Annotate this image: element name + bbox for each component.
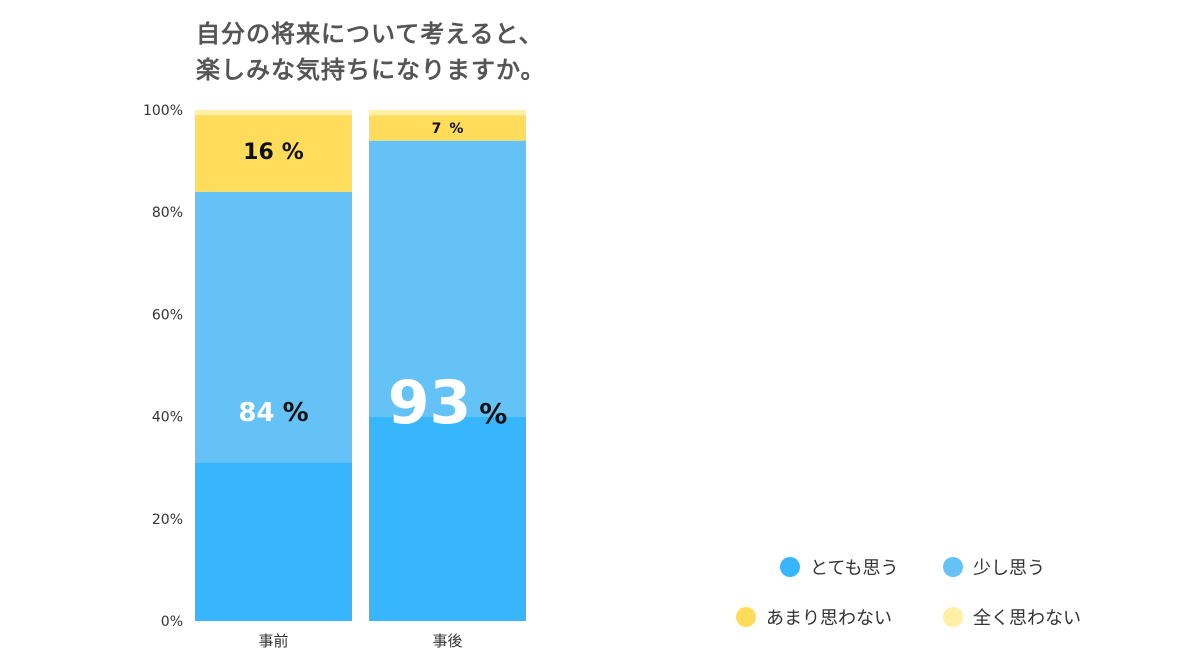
bar-segment	[369, 115, 526, 141]
chart-title-line1: 自分の将来について考えると、	[196, 20, 544, 48]
data-label-unit: %	[449, 121, 463, 137]
data-label-unit: %	[283, 398, 309, 428]
legend-swatch	[780, 557, 800, 577]
legend-item-not-much: あまり思わない	[736, 604, 892, 630]
chart-title: 自分の将来について考えると、 楽しみな気持ちになりますか。	[196, 16, 546, 88]
data-label-unit: %	[479, 397, 507, 430]
data-label-number: 7	[432, 121, 442, 137]
y-tick-label: 0%	[161, 614, 183, 630]
legend-label: とても思う	[810, 558, 899, 579]
y-tick-label: 60%	[152, 307, 183, 323]
legend-swatch	[736, 607, 756, 627]
data-label-number: 16	[243, 140, 274, 165]
legend-label: 少し思う	[973, 558, 1045, 579]
legend-item-not-at-all: 全く思わない	[943, 604, 1081, 630]
bar-segment	[195, 462, 352, 621]
chart-title-line2: 楽しみな気持ちになりますか。	[196, 56, 546, 84]
data-label: 93%	[388, 368, 508, 438]
legend-label: あまり思わない	[766, 608, 892, 629]
bar-segment	[195, 191, 352, 463]
x-tick-label: 事前	[258, 632, 288, 650]
y-tick-label: 80%	[152, 205, 183, 221]
y-tick-label: 100%	[143, 103, 183, 119]
y-tick-label: 20%	[152, 512, 183, 528]
y-tick-label: 40%	[152, 410, 183, 426]
chart-legend: とても思う 少し思う あまり思わない 全く思わない	[730, 530, 1130, 650]
legend-swatch	[943, 607, 963, 627]
bar-segment	[195, 110, 352, 116]
data-label-number: 93	[388, 368, 472, 438]
data-label: 84%	[238, 398, 308, 428]
legend-item-very: とても思う	[780, 554, 899, 580]
bar-segment	[369, 416, 526, 621]
data-label: 7%	[432, 121, 464, 137]
bar-segment	[369, 140, 526, 417]
legend-label: 全く思わない	[973, 608, 1081, 629]
bar-segment	[195, 115, 352, 192]
data-label: 16%	[243, 140, 304, 165]
x-tick-label: 事後	[432, 632, 462, 650]
legend-item-somewhat: 少し思う	[943, 554, 1045, 580]
bar-segment	[369, 110, 526, 116]
legend-swatch	[943, 557, 963, 577]
data-label-unit: %	[282, 140, 304, 165]
data-label-number: 84	[238, 398, 274, 428]
